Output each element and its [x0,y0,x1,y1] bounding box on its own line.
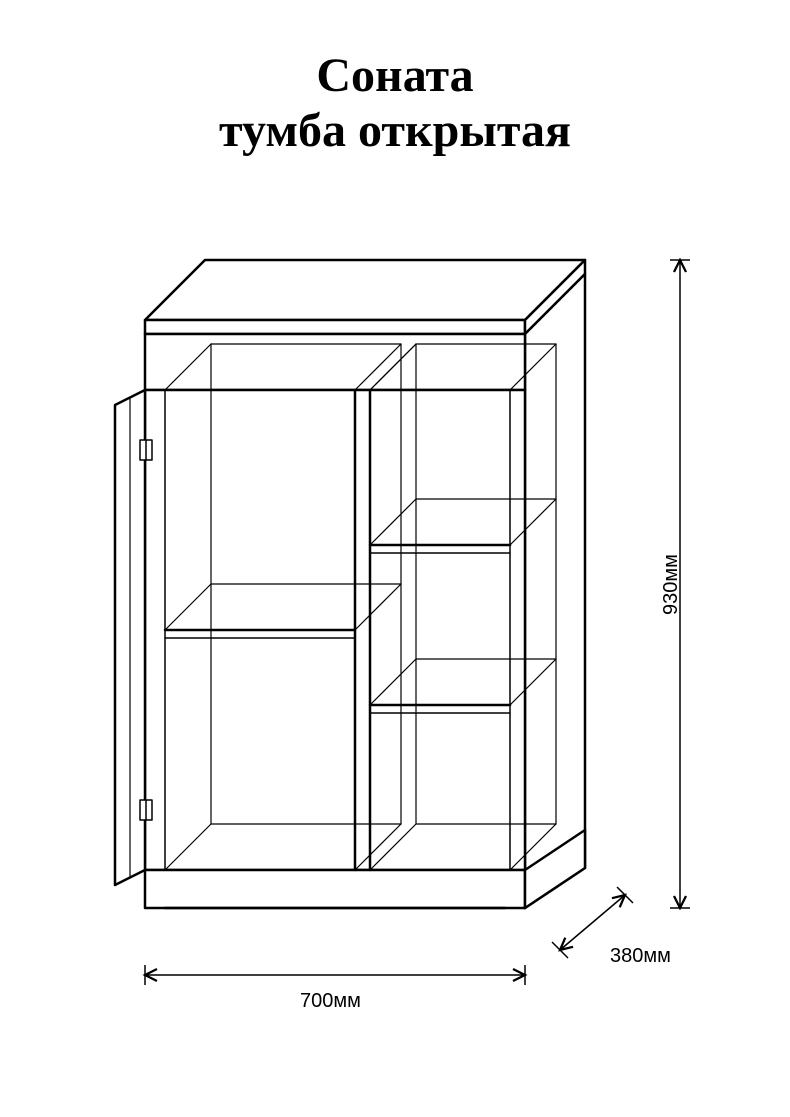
dim-depth-label: 380мм [610,945,671,968]
dim-width-label: 700мм [300,990,361,1013]
dim-height-label: 930мм [660,554,683,615]
